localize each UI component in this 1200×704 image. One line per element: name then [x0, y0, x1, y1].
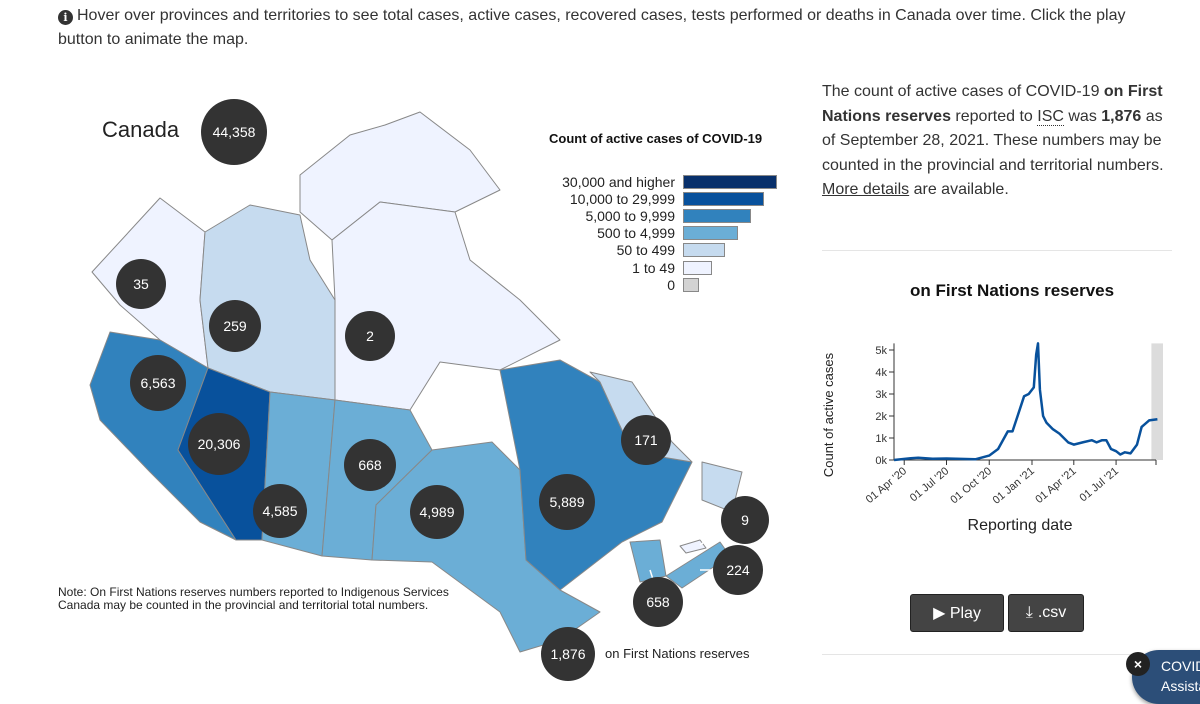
map-legend: 30,000 and higher 10,000 to 29,999 5,000 t… — [540, 173, 777, 293]
intro-text: i Hover over provinces and territories to… — [58, 7, 1126, 48]
legend-item: 50 to 499 — [540, 242, 777, 259]
x-tick-label: 01 Jul '20 — [908, 465, 952, 504]
pei-bubble[interactable]: 9 — [721, 496, 769, 544]
covid-assistant-widget[interactable]: COVID-19Assistant — [1132, 650, 1200, 704]
new-brunswick-bubble[interactable]: 658 — [633, 577, 683, 627]
divider — [822, 250, 1172, 251]
download-csv-button[interactable]: ⤓ .csv — [1008, 594, 1084, 632]
quebec-bubble[interactable]: 5,889 — [539, 474, 595, 530]
legend-label: 30,000 and higher — [562, 173, 675, 190]
divider — [822, 654, 1172, 655]
legend-item: 10,000 to 29,999 — [540, 190, 777, 207]
data-line — [893, 342, 1158, 462]
legend-swatch — [683, 260, 712, 275]
first-nations-label: on First Nations reserves — [605, 646, 750, 661]
nwt-bubble[interactable]: 259 — [209, 300, 261, 352]
legend-item: 5,000 to 9,999 — [540, 207, 777, 224]
y-tick-label: 0k — [875, 455, 887, 467]
legend-swatch — [683, 277, 699, 292]
legend-item: 0 — [540, 276, 777, 293]
x-tick-label: 01 Apr '21 — [1033, 465, 1078, 506]
x-tick-label: 01 Jan '21 — [991, 465, 1037, 507]
legend-swatch — [683, 174, 777, 189]
y-tick-label: 4k — [875, 367, 887, 379]
first-nations-bubble[interactable]: 1,876 — [541, 627, 595, 681]
y-tick-label: 5k — [875, 345, 887, 357]
legend-item: 500 to 4,999 — [540, 225, 777, 242]
saskatchewan-bubble[interactable]: 4,585 — [253, 484, 307, 538]
x-tick-label: 01 Oct '20 — [948, 465, 994, 506]
isc-abbr[interactable]: ISC — [1037, 107, 1064, 126]
region-british-columbia[interactable] — [89, 331, 237, 541]
manitoba-bubble[interactable]: 668 — [344, 439, 396, 491]
region-quebec[interactable] — [499, 359, 693, 591]
legend-swatch — [683, 243, 725, 258]
y-tick-label: 2k — [875, 411, 887, 423]
x-tick-label: 01 Jul '21 — [1077, 465, 1121, 504]
canada-total-bubble: 44,358 — [201, 99, 267, 165]
legend-swatch — [683, 191, 764, 206]
region-nunavut-islands[interactable] — [299, 111, 501, 241]
x-axis-label: Reporting date — [968, 517, 1073, 534]
y-tick-label: 1k — [875, 433, 887, 445]
y-axis-label: Count of active cases — [821, 352, 836, 477]
close-icon[interactable]: × — [1126, 652, 1150, 676]
legend-item: 30,000 and higher — [540, 173, 777, 190]
yukon-bubble[interactable]: 35 — [116, 259, 166, 309]
map-title: Canada — [102, 117, 180, 142]
play-button[interactable]: ▶ Play — [910, 594, 1004, 632]
legend-title: Count of active cases of COVID-19 — [549, 131, 763, 146]
legend-label: 5,000 to 9,999 — [585, 207, 675, 224]
chart-title: on First Nations reserves — [910, 281, 1115, 300]
first-nations-summary: The count of active cases of COVID-19 on… — [822, 83, 1164, 198]
legend-label: 1 to 49 — [632, 259, 675, 276]
map-note: Note: On First Nations reserves numbers … — [58, 585, 449, 612]
legend-label: 50 to 499 — [616, 242, 675, 259]
legend-label: 500 to 4,999 — [597, 225, 675, 242]
legend-swatch — [683, 208, 751, 223]
info-circle-icon: i — [58, 10, 73, 25]
legend-label: 0 — [667, 276, 675, 293]
y-tick-label: 3k — [875, 389, 887, 401]
newfoundland-bubble[interactable]: 171 — [621, 415, 671, 465]
nova-scotia-bubble[interactable]: 224 — [713, 545, 763, 595]
legend-item: 1 to 49 — [540, 259, 777, 276]
x-tick-label: 01 Apr '20 — [864, 465, 909, 506]
highlight-band — [1151, 343, 1163, 460]
legend-label: 10,000 to 29,999 — [569, 190, 675, 207]
nunavut-bubble[interactable]: 2 — [345, 311, 395, 361]
region-prince-edward-island[interactable] — [679, 539, 707, 554]
alberta-bubble[interactable]: 20,306 — [188, 413, 250, 475]
legend-swatch — [683, 226, 738, 241]
ontario-bubble[interactable]: 4,989 — [410, 485, 464, 539]
region-new-brunswick[interactable] — [629, 539, 667, 583]
bc-bubble[interactable]: 6,563 — [130, 355, 186, 411]
region-northwest-territories[interactable] — [199, 204, 336, 401]
more-details-link[interactable]: More details — [822, 181, 910, 198]
download-icon: ⤓ — [1025, 604, 1033, 621]
